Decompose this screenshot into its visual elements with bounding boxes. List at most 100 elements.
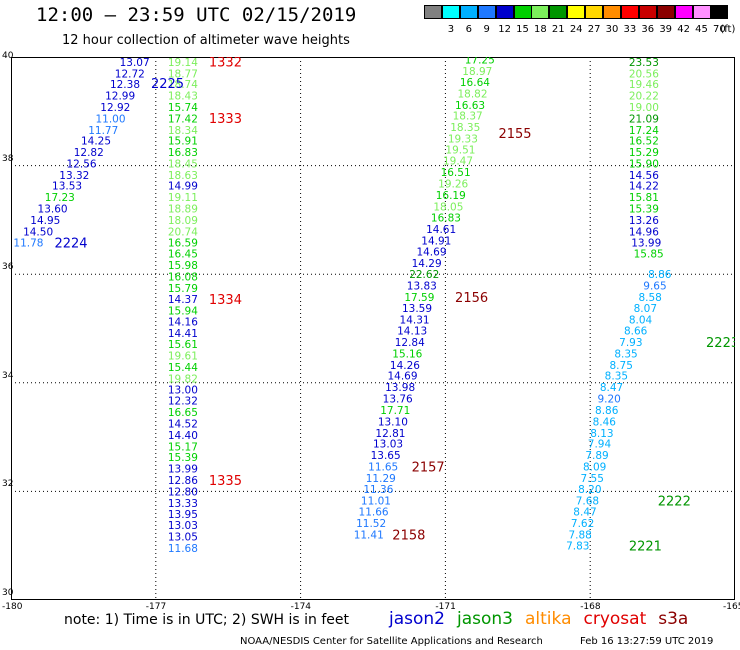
wave-height-value: 15.94 (168, 306, 198, 318)
wave-height-value: 8.86 (648, 269, 672, 281)
pass-time-label: 2221 (629, 540, 662, 555)
pass-time-label: 1333 (209, 112, 242, 127)
wave-height-value: 12.56 (67, 158, 97, 170)
wave-height-value: 14.52 (168, 419, 198, 431)
wave-height-value: 13.26 (629, 215, 659, 227)
wave-height-value: 11.65 (368, 461, 398, 473)
color-scale-label: 15 (516, 24, 529, 35)
wave-height-value: 7.88 (568, 529, 591, 541)
wave-height-value: 12.82 (74, 147, 104, 159)
legend-entry-cryosat: cryosat (583, 609, 647, 629)
generation-timestamp: Feb 16 13:27:59 UTC 2019 (580, 636, 714, 647)
wave-height-value: 12.92 (100, 102, 130, 114)
color-swatch (531, 5, 550, 19)
map-frame (11, 57, 735, 600)
altimeter-map: 19.14 13.07 18.77 12.72 18.74 12.38 18.43 12.99… (11, 57, 735, 600)
wave-height-value: 19.11 (168, 192, 198, 204)
wave-height-value: 13.03 (168, 520, 198, 532)
color-swatch (477, 5, 496, 19)
wave-height-value: 12.80 (168, 486, 198, 498)
wave-height-value: 11.52 (356, 518, 386, 530)
wave-height-value: 15.98 (168, 260, 198, 272)
longitude-tick-label: -165 (723, 602, 740, 612)
wave-height-value: 15.79 (168, 283, 198, 295)
wave-height-value: 14.16 (168, 316, 198, 328)
wave-height-value: 13.95 (168, 509, 198, 521)
color-swatch (656, 5, 675, 19)
wave-height-value: 11.66 (359, 506, 389, 518)
wave-height-value: 13.33 (168, 498, 198, 510)
wave-height-value: 16.52 (629, 136, 659, 148)
longitude-tick-label: -168 (580, 602, 601, 612)
wave-height-value: 18.09 (168, 215, 198, 227)
wave-height-value: 16.59 (168, 238, 198, 250)
wave-height-value: 14.13 (397, 326, 427, 338)
wave-height-value: 15.39 (168, 452, 198, 464)
wave-height-value: 13.53 (52, 181, 82, 193)
wave-height-value: 19.00 (629, 102, 659, 114)
color-swatch (459, 5, 478, 19)
wave-height-value: 20.56 (629, 68, 659, 80)
wave-height-value: 18.63 (168, 170, 198, 182)
satellite-legend: jason2 jason3 altika cryosat s3a (389, 609, 700, 629)
wave-height-value: 18.35 (450, 122, 480, 134)
legend-entry-jason3: jason3 (457, 609, 513, 629)
map-subtitle: 12 hour collection of altimeter wave hei… (62, 33, 350, 48)
wave-height-value: 11.77 (88, 125, 118, 137)
longitude-tick-label: -177 (145, 602, 167, 612)
wave-height-value: 15.17 (168, 441, 198, 453)
pass-time-label: 2223 (706, 336, 735, 351)
wave-height-value: 12.99 (105, 91, 135, 103)
wave-height-value: 14.37 (168, 294, 198, 306)
wave-height-value: 17.59 (404, 292, 434, 304)
legend-entry-altika: altika (525, 609, 572, 629)
wave-height-value: 12.32 (168, 396, 198, 408)
wave-height-value: 14.96 (629, 226, 659, 238)
color-scale-label: 27 (587, 24, 601, 35)
wave-height-value: 16.64 (460, 77, 490, 89)
wave-height-value: 16.51 (441, 167, 471, 179)
wave-height-value: 17.25 (465, 57, 495, 67)
wave-height-value: 18.05 (433, 201, 463, 213)
wave-height-value: 8.66 (624, 326, 648, 338)
latitude-tick-label: 34 (2, 370, 14, 381)
wave-height-value: 14.61 (426, 224, 456, 236)
latitude-tick-label: 32 (2, 479, 14, 490)
wave-height-value: 15.90 (629, 158, 659, 170)
wave-height-value: 16.83 (168, 147, 198, 159)
wave-height-value: 13.98 (385, 382, 415, 394)
wave-height-value: 11.78 (13, 238, 43, 250)
wave-height-value: 8.20 (578, 484, 601, 496)
color-swatch (674, 5, 693, 19)
wave-height-value: 16.83 (431, 213, 461, 225)
color-swatch (692, 5, 711, 19)
wave-height-value: 23.53 (629, 57, 659, 69)
wave-height-value: 13.05 (168, 531, 198, 543)
color-swatch (638, 5, 657, 19)
wave-height-value: 15.81 (629, 192, 659, 204)
wave-height-value: 15.61 (168, 339, 198, 351)
wave-height-value: 14.26 (390, 360, 420, 372)
wave-height-value: 18.74 (168, 79, 198, 91)
wave-height-value: 14.31 (400, 314, 430, 326)
legend-entry-s3a: s3a (658, 609, 689, 629)
wave-height-value: 14.29 (412, 258, 442, 270)
wave-height-value: 14.69 (387, 371, 417, 383)
wave-height-value: 8.35 (605, 371, 628, 383)
wave-height-value: 11.68 (168, 543, 198, 555)
wave-height-value: 13.76 (383, 394, 413, 406)
wave-height-value: 16.08 (168, 271, 198, 283)
wave-height-value: 8.07 (634, 303, 657, 315)
color-swatch (513, 5, 532, 19)
wave-height-value: 8.09 (583, 461, 606, 473)
wave-height-value: 8.58 (638, 292, 661, 304)
wave-height-value: 18.97 (462, 66, 492, 78)
color-swatch (710, 5, 729, 19)
wave-height-value: 14.91 (421, 236, 451, 248)
wave-height-value: 14.50 (23, 226, 53, 238)
wave-height-value: 18.89 (168, 203, 198, 215)
pass-time-label: 2158 (392, 528, 425, 543)
color-scale-label: 9 (483, 24, 490, 35)
wave-height-value: 12.81 (375, 428, 405, 440)
wave-height-value: 15.16 (392, 348, 422, 360)
